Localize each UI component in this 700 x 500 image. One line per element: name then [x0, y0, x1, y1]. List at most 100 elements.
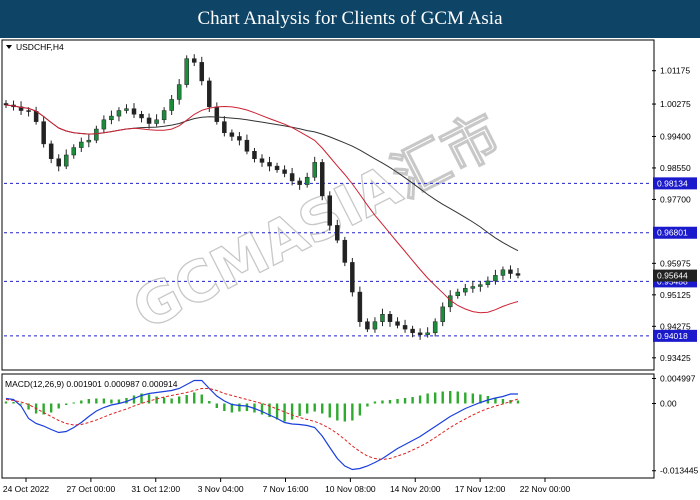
macd-histogram-bar	[313, 403, 316, 412]
macd-histogram-bar	[373, 401, 377, 404]
candle-body	[410, 328, 415, 334]
macd-histogram-bar	[155, 396, 158, 404]
level-label-box	[653, 177, 697, 190]
candle-body	[478, 284, 483, 287]
candle-body	[86, 139, 92, 143]
level-label-text: 0.98134	[657, 178, 688, 188]
macd-histogram-bar	[177, 396, 181, 404]
candle-body	[131, 108, 137, 115]
macd-histogram-bar	[501, 399, 505, 404]
candle-body	[101, 119, 107, 130]
macd-histogram-bar	[57, 403, 60, 409]
candle-body	[252, 151, 257, 159]
candle-body	[455, 291, 461, 297]
macd-tick-label: 0.004997	[660, 374, 696, 384]
x-tick-label: 24 Oct 2022	[3, 484, 50, 494]
macd-histogram-bar	[223, 403, 226, 411]
candle-body	[463, 288, 468, 293]
candle-body	[3, 103, 9, 106]
candle-body	[214, 106, 220, 122]
macd-histogram-bar	[102, 398, 106, 404]
macd-tick-label: 0.00	[660, 399, 677, 409]
level-label-text: 0.96801	[657, 228, 688, 238]
macd-histogram-bar	[147, 394, 151, 404]
macd-histogram-bar	[426, 393, 429, 404]
price-tick-label: 0.98550	[660, 163, 691, 173]
macd-line	[5, 379, 518, 471]
macd-histogram-bar	[328, 403, 331, 418]
macd-signal-line	[5, 388, 519, 461]
macd-histogram-bar	[366, 403, 369, 407]
macd-histogram-bar	[516, 400, 520, 404]
candle-body	[380, 314, 385, 322]
candle-body	[222, 121, 227, 134]
candle-body	[425, 332, 430, 335]
macd-histogram-bar	[208, 401, 211, 404]
candle-body	[237, 136, 242, 141]
candle-body	[274, 165, 280, 171]
level-label-box	[653, 329, 697, 342]
candle-body	[417, 332, 423, 335]
candle-body	[79, 141, 84, 148]
level-label-box	[653, 226, 697, 239]
macd-histogram-bar	[132, 395, 136, 404]
candle-body	[485, 280, 491, 285]
price-tick-label: 0.94275	[660, 321, 691, 331]
candle-body	[244, 139, 250, 152]
candle-body	[350, 262, 355, 293]
current-price-text: 0.95644	[657, 271, 688, 281]
macd-histogram-bar	[358, 403, 362, 416]
candle-body	[493, 275, 498, 282]
macd-histogram-bar	[456, 391, 459, 404]
macd-histogram-bar	[162, 397, 166, 404]
macd-histogram-bar	[388, 400, 392, 404]
price-tick-label: 0.95975	[660, 258, 691, 268]
candle-body	[146, 117, 152, 124]
candle-body	[297, 180, 302, 185]
current-price-box	[653, 269, 697, 282]
macd-histogram-bar	[260, 403, 264, 415]
macd-histogram-bar	[396, 399, 399, 404]
price-tick-label: 0.93425	[660, 353, 691, 363]
candle-body	[116, 110, 122, 117]
macd-histogram-bar	[245, 403, 249, 411]
candle-body	[365, 321, 370, 330]
macd-histogram-bar	[4, 401, 8, 404]
candle-body	[387, 314, 393, 322]
candle-body	[432, 321, 438, 334]
price-tick-label: 1.01175	[660, 66, 690, 76]
price-y-axis: 1.01175 1.00275 0.99400 0.98550 0.97700 0.959…	[652, 66, 691, 363]
macd-histogram-bar	[275, 403, 279, 420]
macd-histogram-bar	[449, 391, 452, 404]
macd-histogram-bar	[418, 395, 422, 404]
macd-histogram-bar	[125, 398, 128, 404]
candle-body	[199, 62, 205, 82]
chart-header-title: Chart Analysis for Clients of GCM Asia	[197, 8, 503, 29]
x-tick-label: 17 Nov 12:00	[455, 484, 506, 494]
macd-histogram-bar	[268, 403, 271, 417]
macd-histogram-bar	[215, 403, 219, 408]
candle-body	[169, 99, 174, 111]
x-tick-label: 31 Oct 12:00	[131, 484, 180, 494]
macd-plot	[4, 379, 520, 471]
macd-histogram-bar	[321, 403, 324, 414]
symbol-label: USDCHF,H4	[6, 42, 64, 52]
macd-histogram-bar	[200, 394, 203, 404]
macd-histogram-bar	[72, 402, 75, 404]
macd-histogram-bar	[65, 403, 68, 405]
macd-histogram-bar	[433, 392, 437, 404]
x-tick-label: 10 Nov 08:00	[325, 484, 376, 494]
price-tick-label: 0.99400	[660, 131, 691, 141]
candle-body	[259, 158, 265, 163]
candle-body	[94, 128, 99, 141]
candle-body	[335, 225, 340, 241]
macd-histogram-bar	[110, 399, 113, 404]
macd-histogram-bar	[42, 403, 45, 415]
candle-body	[154, 119, 159, 124]
macd-histogram-bar	[87, 399, 91, 404]
macd-histogram-bar	[185, 395, 188, 404]
candle-body	[327, 195, 333, 226]
macd-histogram-bar	[238, 403, 241, 412]
macd-histogram-bar	[193, 392, 196, 404]
candle-body	[184, 58, 189, 85]
